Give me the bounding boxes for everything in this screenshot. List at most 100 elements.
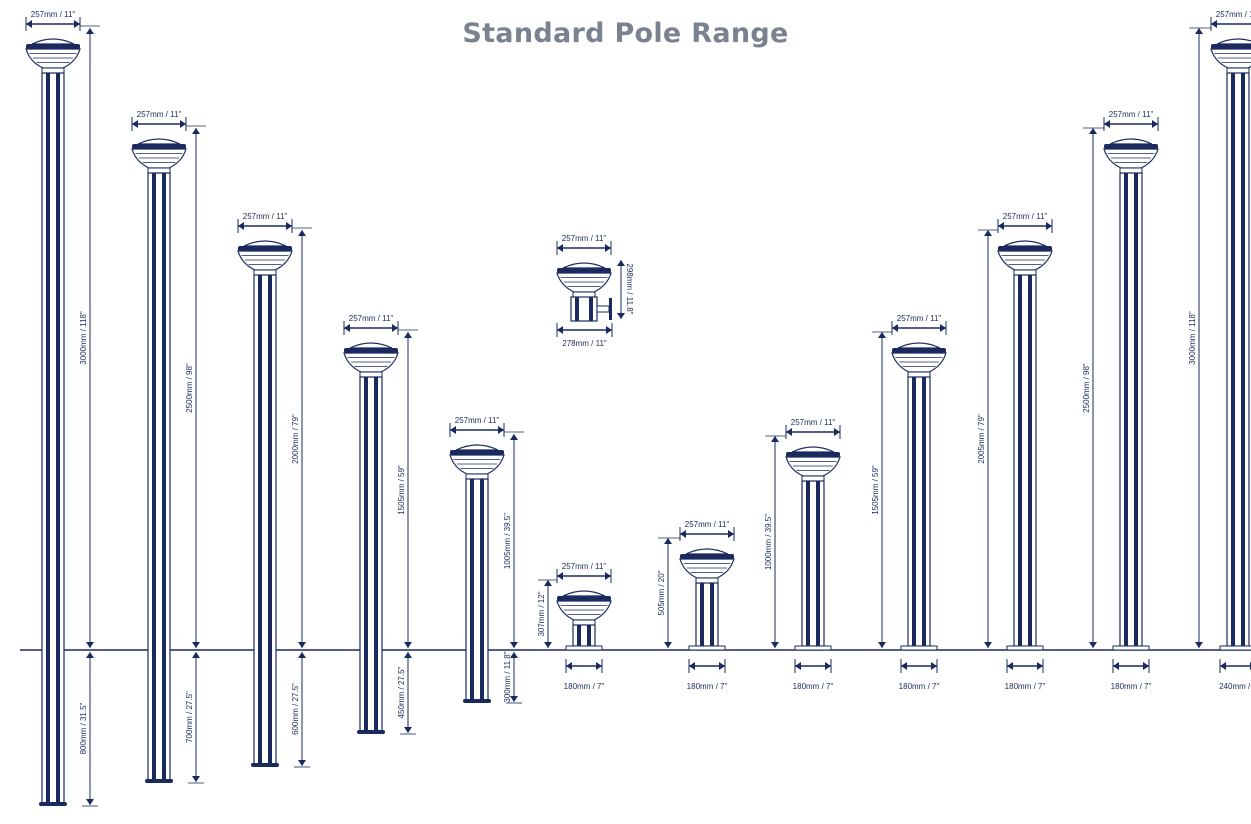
arrow-head (596, 662, 602, 670)
lamp-band (450, 450, 504, 455)
pole-stripe (56, 73, 60, 805)
arrow-head (566, 662, 572, 670)
base-3000: 257mm / 11" 3000mm / 118" 240mm / 9 (1188, 10, 1251, 691)
anchor-bar (39, 802, 67, 806)
arrow-head (892, 324, 898, 332)
arrow-head (510, 652, 518, 658)
lamp-band (344, 348, 398, 353)
pole-stripe (364, 377, 368, 733)
arrow-head (771, 436, 779, 442)
pole-stripe (268, 275, 272, 766)
base-1505: 257mm / 11" 1505mm / 59" 180mm / 7" (871, 314, 947, 691)
base-label: 180mm / 7" (793, 682, 834, 691)
arrow-head (1152, 120, 1158, 128)
anchor-bar (145, 779, 173, 783)
lamp-bowl (997, 250, 1053, 271)
arrow-head (998, 222, 1004, 230)
arrow-head (450, 426, 456, 434)
lamp-collar (801, 475, 825, 482)
pole-1505: 257mm / 11" 1505mm / 59" 450mm / 27.5" (343, 314, 418, 735)
dimension-label: 278mm / 11" (562, 339, 607, 348)
arrow-head (86, 799, 94, 805)
arrow-head (1220, 662, 1226, 670)
pole-stripe (480, 479, 484, 702)
dimension-label: 600mm / 27.5" (291, 683, 300, 735)
base-plate (688, 645, 726, 651)
dimension-label: 505mm / 20" (657, 570, 666, 615)
lamp-bowl (131, 148, 187, 169)
wall-light: 257mm / 11" 298mm / 11.8" 278mm / 11" (556, 234, 634, 348)
pole-1005: 257mm / 11" 1005mm / 39.5" 300mm / 11.8" (449, 416, 524, 704)
arrow-head (286, 222, 292, 230)
lamp-dome (1216, 38, 1251, 45)
lamp-collar (465, 473, 489, 480)
lamp-band (1104, 144, 1158, 149)
lamp-bowl (449, 454, 505, 475)
arrow-head (878, 642, 886, 648)
arrow-head (901, 662, 907, 670)
arrow-head (74, 20, 80, 28)
pole-shaft (253, 274, 277, 767)
arrow-head (510, 696, 518, 702)
base-plate (794, 645, 832, 651)
pole-shaft (907, 376, 931, 647)
pole-stripe (587, 625, 591, 646)
pole-shaft (695, 582, 719, 647)
pole-shaft (1119, 172, 1143, 647)
arrow-head (404, 642, 412, 648)
page-title: Standard Pole Range (462, 18, 789, 49)
base-label: 180mm / 7" (1005, 682, 1046, 691)
lamp-bowl (237, 250, 293, 271)
arrow-head (298, 652, 306, 658)
lamp-collar (41, 67, 65, 74)
lamp-dome (562, 590, 606, 597)
lamp-band (238, 246, 292, 251)
arrow-head (392, 324, 398, 332)
pole-stripe (575, 297, 579, 321)
pole-stripe (1018, 275, 1022, 646)
lamp-collar (572, 291, 596, 298)
arrow-head (728, 530, 734, 538)
arrow-head (931, 662, 937, 670)
arrow-head (557, 326, 563, 334)
pole-stripe (1231, 73, 1235, 646)
arrow-head (1007, 662, 1013, 670)
dimension-label: 257mm / 11" (137, 110, 182, 119)
pole-shaft (572, 624, 596, 647)
arrow-head (664, 642, 672, 648)
arrow-head (1089, 128, 1097, 134)
dimension-label: 257mm / 11" (562, 562, 607, 571)
arrow-head (1037, 662, 1043, 670)
lamp-collar (907, 371, 931, 378)
arrow-head (192, 776, 200, 782)
lamp-collar (147, 167, 171, 174)
lamp-bowl (556, 272, 612, 293)
pole-shaft (41, 72, 65, 806)
arrow-head (404, 652, 412, 658)
base-label: 180mm / 7" (899, 682, 940, 691)
lamp-band (557, 596, 611, 601)
base-2500: 257mm / 11" 2500mm / 98" 180mm / 7" (1082, 110, 1159, 691)
pole-stripe (374, 377, 378, 733)
arrow-head (404, 727, 412, 733)
lamp-collar (1013, 269, 1037, 276)
lamp-band (1211, 44, 1251, 49)
lamp-dome (243, 240, 287, 247)
pole-stripe (816, 481, 820, 646)
base-label: 240mm / 9 (1219, 682, 1251, 691)
arrow-head (786, 428, 792, 436)
pole-stripe (806, 481, 810, 646)
dimension-label: 257mm / 11" (897, 314, 942, 323)
dimension-label: 257mm / 11" (562, 234, 607, 243)
arrow-head (940, 324, 946, 332)
dimension-label: 257mm / 11" (791, 418, 836, 427)
arrow-head (1046, 222, 1052, 230)
arrow-head (984, 642, 992, 648)
arrow-head (298, 760, 306, 766)
base-plate (1219, 645, 1251, 651)
pole-3000: 257mm / 11" 3000mm / 118" 800mm / 31.5" (25, 10, 100, 807)
dimension-label: 2500mm / 98" (185, 363, 194, 413)
lamp-bowl (556, 600, 612, 621)
dimension-label: 298mm / 11.8" (625, 263, 634, 314)
